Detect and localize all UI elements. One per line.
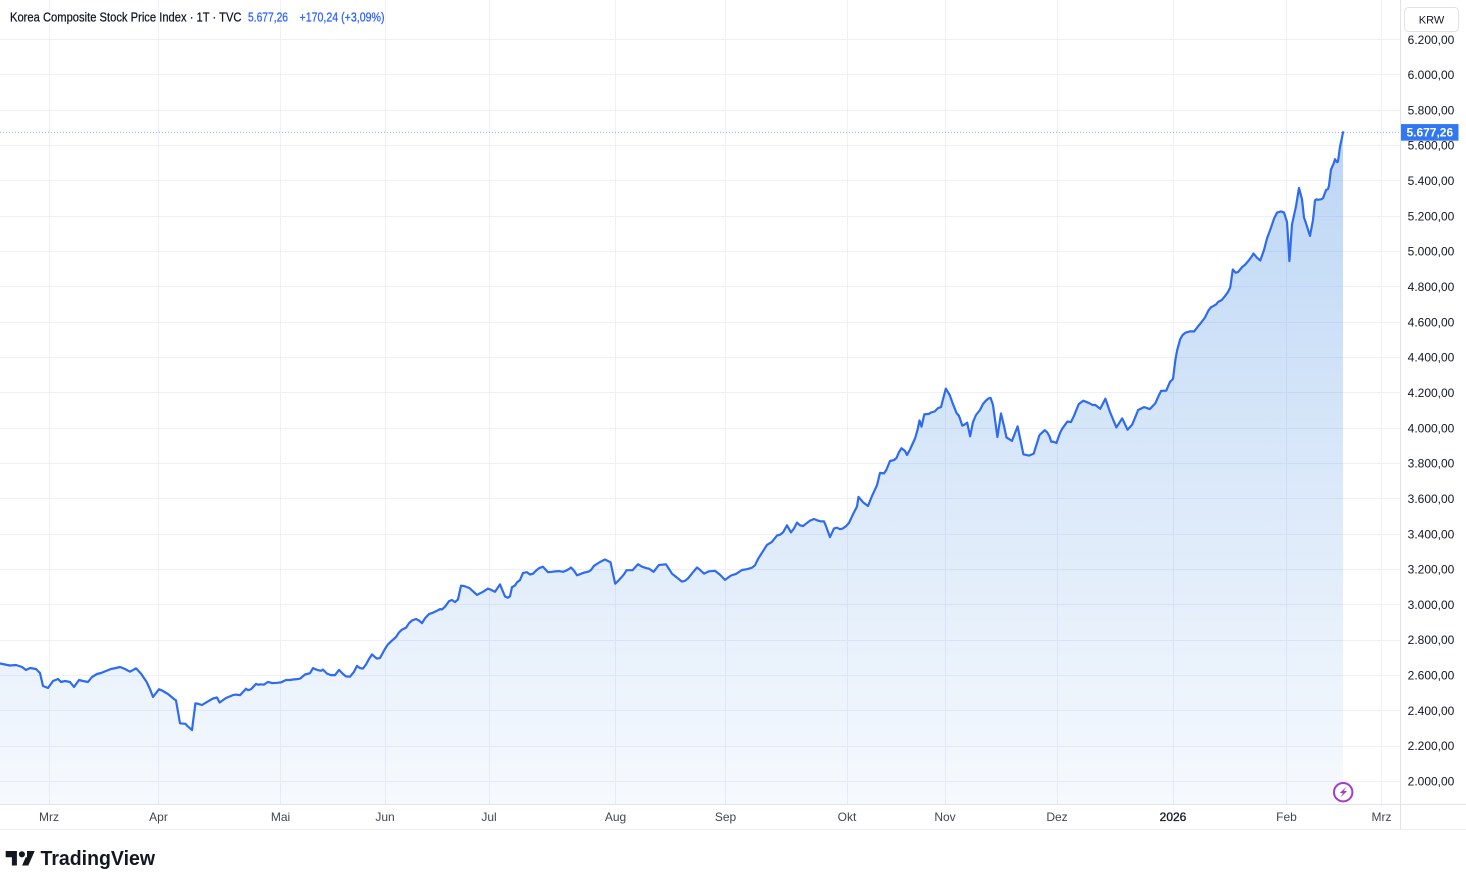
svg-text:2026: 2026 bbox=[1160, 810, 1187, 824]
svg-text:Okt: Okt bbox=[838, 810, 857, 824]
svg-text:Sep: Sep bbox=[715, 810, 737, 824]
svg-text:Korea Composite Stock Price In: Korea Composite Stock Price Index · 1T ·… bbox=[10, 10, 242, 25]
svg-text:Mrz: Mrz bbox=[39, 810, 59, 824]
svg-text:6.200,00: 6.200,00 bbox=[1408, 33, 1455, 47]
svg-text:2.800,00: 2.800,00 bbox=[1408, 633, 1455, 647]
svg-text:Mai: Mai bbox=[271, 810, 290, 824]
svg-text:Jun: Jun bbox=[375, 810, 394, 824]
svg-text:6.000,00: 6.000,00 bbox=[1408, 68, 1455, 82]
svg-text:2.400,00: 2.400,00 bbox=[1408, 704, 1455, 718]
svg-text:4.600,00: 4.600,00 bbox=[1408, 315, 1455, 329]
svg-text:Aug: Aug bbox=[605, 810, 626, 824]
svg-text:2.000,00: 2.000,00 bbox=[1408, 775, 1455, 789]
svg-text:+170,24 (+3,09%): +170,24 (+3,09%) bbox=[300, 10, 385, 25]
svg-text:5.200,00: 5.200,00 bbox=[1408, 209, 1455, 223]
svg-text:4.400,00: 4.400,00 bbox=[1408, 351, 1455, 365]
svg-text:2.600,00: 2.600,00 bbox=[1408, 669, 1455, 683]
svg-text:5.677,26: 5.677,26 bbox=[1406, 126, 1453, 140]
svg-text:Apr: Apr bbox=[149, 810, 168, 824]
svg-text:4.000,00: 4.000,00 bbox=[1408, 421, 1455, 435]
svg-text:Feb: Feb bbox=[1276, 810, 1297, 824]
svg-text:4.200,00: 4.200,00 bbox=[1408, 386, 1455, 400]
svg-text:Nov: Nov bbox=[934, 810, 955, 824]
svg-text:4.800,00: 4.800,00 bbox=[1408, 280, 1455, 294]
svg-text:5.600,00: 5.600,00 bbox=[1408, 139, 1455, 153]
svg-text:TradingView: TradingView bbox=[41, 848, 156, 870]
svg-text:Jul: Jul bbox=[481, 810, 496, 824]
svg-text:3.200,00: 3.200,00 bbox=[1408, 563, 1455, 577]
svg-text:Mrz: Mrz bbox=[1372, 810, 1392, 824]
svg-text:5.400,00: 5.400,00 bbox=[1408, 174, 1455, 188]
svg-text:3.000,00: 3.000,00 bbox=[1408, 598, 1455, 612]
svg-text:5.677,26: 5.677,26 bbox=[248, 10, 288, 25]
svg-text:Dez: Dez bbox=[1046, 810, 1067, 824]
svg-text:5.000,00: 5.000,00 bbox=[1408, 245, 1455, 259]
svg-text:5.800,00: 5.800,00 bbox=[1408, 103, 1455, 117]
svg-text:3.400,00: 3.400,00 bbox=[1408, 527, 1455, 541]
svg-text:2.200,00: 2.200,00 bbox=[1408, 739, 1455, 753]
svg-text:3.800,00: 3.800,00 bbox=[1408, 457, 1455, 471]
svg-text:KRW: KRW bbox=[1419, 15, 1445, 27]
svg-text:3.600,00: 3.600,00 bbox=[1408, 492, 1455, 506]
